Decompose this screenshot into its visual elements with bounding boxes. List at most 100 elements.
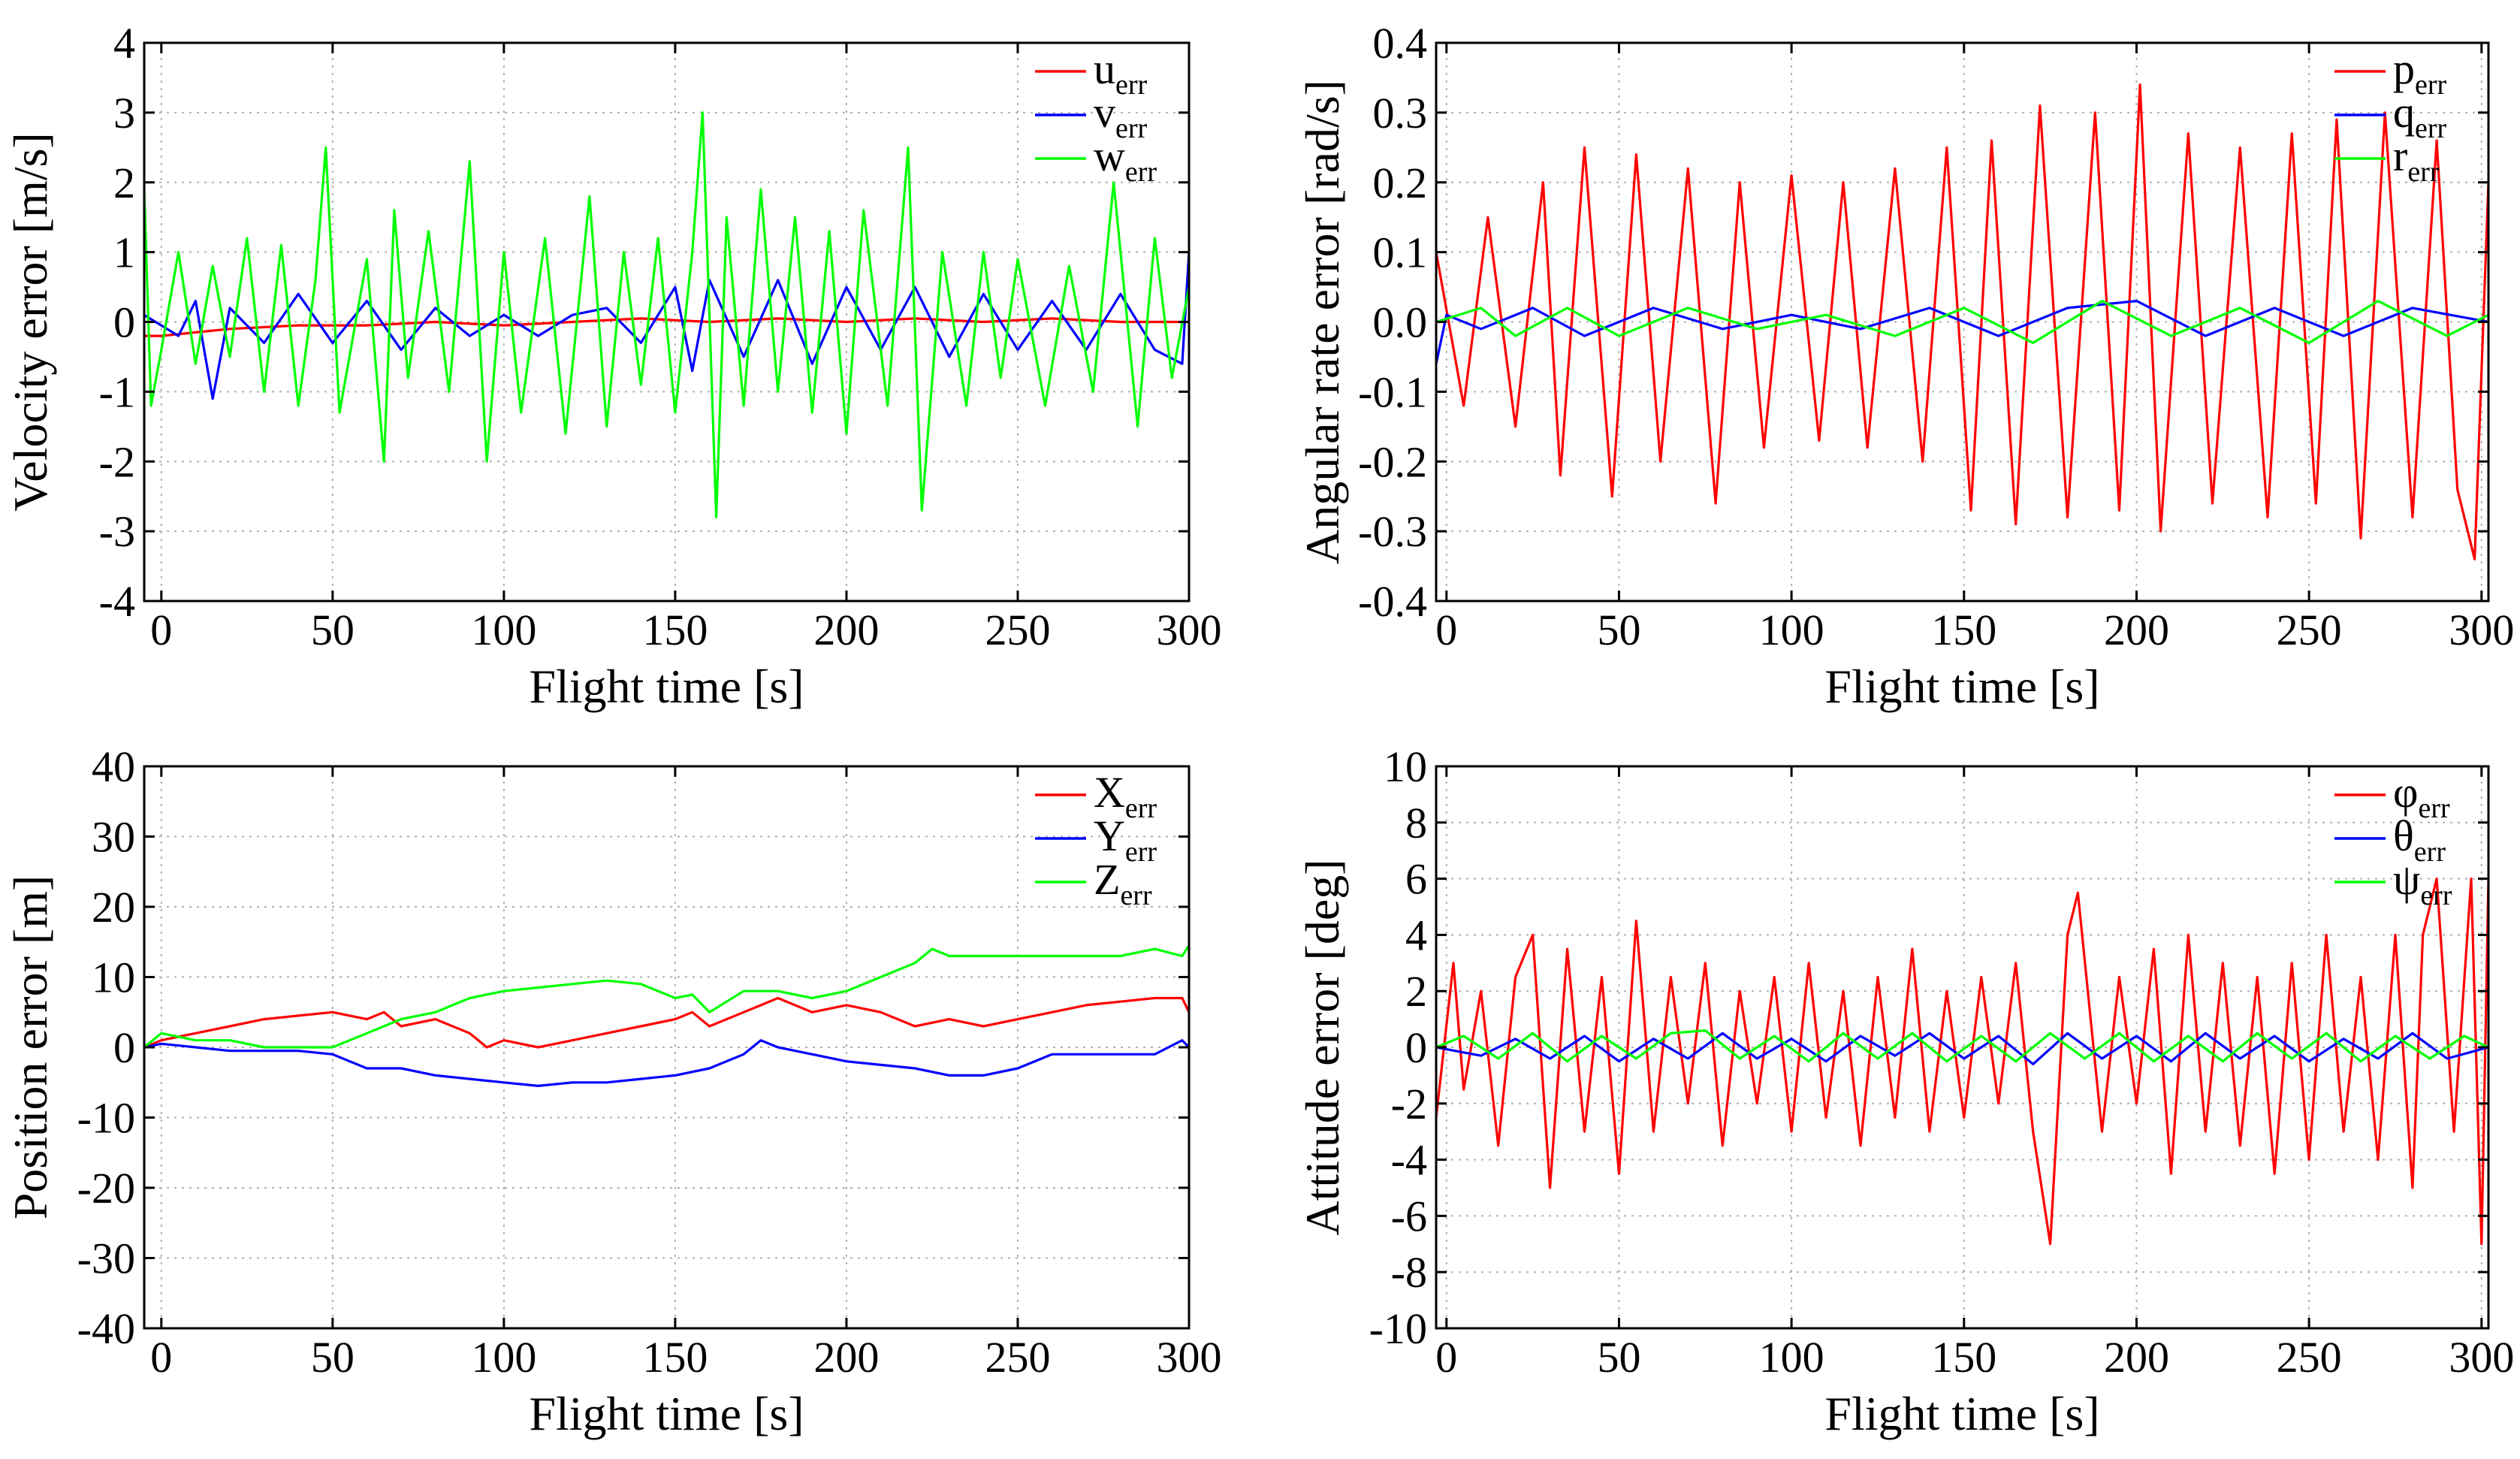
y-tick-label: 20: [92, 883, 135, 932]
y-tick-label: -0.4: [1358, 577, 1427, 626]
legend-subscript: err: [2414, 836, 2446, 868]
y-tick-label: 2: [113, 159, 135, 207]
legend-subscript: err: [1125, 156, 1157, 188]
y-tick-label: 0.3: [1373, 89, 1428, 137]
y-tick-label: 40: [92, 742, 135, 791]
legend-symbol: φ: [2393, 768, 2418, 817]
y-tick-label: -8: [1391, 1248, 1427, 1297]
x-tick-label: 0: [150, 606, 172, 654]
y-tick-label: 10: [1384, 742, 1427, 791]
x-tick-label: 250: [2277, 1333, 2342, 1382]
y-tick-label: 0.0: [1373, 298, 1428, 347]
legend-subscript: err: [1125, 793, 1157, 824]
y-tick-label: -2: [1391, 1080, 1427, 1128]
y-tick-label: 30: [92, 813, 135, 862]
y-tick-label: 0: [113, 1023, 135, 1072]
series-line-X: [144, 996, 1189, 1049]
x-tick-label: 250: [985, 1333, 1050, 1382]
y-tick-label: 10: [92, 953, 135, 1002]
y-tick-label: 1: [113, 228, 135, 277]
x-tick-label: 0: [1435, 1333, 1457, 1382]
legend-symbol: p: [2393, 44, 2415, 93]
x-axis-label: Flight time [s]: [1824, 660, 2099, 713]
y-axis-label: Attitude error [deg]: [1296, 859, 1349, 1235]
y-tick-label: 6: [1405, 855, 1427, 904]
y-tick-label: -6: [1391, 1192, 1427, 1240]
x-tick-label: 300: [1157, 606, 1222, 654]
legend-subscript: err: [1115, 113, 1148, 144]
y-tick-label: -30: [77, 1234, 135, 1283]
x-tick-label: 150: [642, 606, 708, 654]
series-line-v: [144, 252, 1189, 400]
x-tick-label: 50: [1597, 1333, 1640, 1382]
x-axis-label: Flight time [s]: [529, 1387, 804, 1440]
legend-entry-q: qerr: [2393, 88, 2447, 144]
legend-subscript: err: [2418, 793, 2450, 824]
y-tick-label: 2: [1405, 967, 1427, 1016]
x-tick-label: 300: [2449, 606, 2514, 654]
legend-entry-Z: Zerr: [1094, 855, 1152, 911]
y-tick-label: -10: [1369, 1304, 1427, 1353]
x-tick-label: 50: [311, 606, 355, 654]
legend-symbol: r: [2393, 131, 2407, 180]
legend-subscript: err: [2420, 880, 2452, 911]
legend-entry-Y: Yerr: [1094, 811, 1157, 868]
x-tick-label: 100: [471, 606, 536, 654]
x-tick-label: 200: [813, 606, 879, 654]
legend-entry-ψ: ψerr: [2393, 855, 2452, 911]
x-tick-label: 100: [471, 1333, 536, 1382]
series-line-w: [144, 111, 1189, 519]
legend-entry-r: rerr: [2393, 131, 2440, 188]
legend-subscript: err: [2415, 69, 2447, 101]
attitude-error-panel: 0 50 100 150 200 250 300 -10 -8 -6 -4 -2 0 2 4 6 8 10 Flig…: [1296, 742, 2514, 1440]
x-tick-label: 300: [2449, 1333, 2514, 1382]
series-line-q: [1436, 300, 2488, 364]
x-tick-label: 250: [2277, 606, 2342, 654]
legend-symbol: v: [1094, 88, 1115, 137]
y-tick-label: -2: [99, 437, 135, 486]
legend-symbol: ψ: [2393, 855, 2420, 904]
y-tick-label: -4: [99, 577, 135, 626]
x-tick-label: 0: [150, 1333, 172, 1382]
y-tick-label: -20: [77, 1164, 135, 1213]
legend-entry-X: Xerr: [1094, 768, 1157, 824]
x-tick-label: 50: [1597, 606, 1640, 654]
legend-subscript: err: [1120, 880, 1152, 911]
y-tick-label: -0.1: [1358, 367, 1427, 416]
y-axis-label: Position error [m]: [4, 875, 57, 1220]
y-tick-label: 0: [1405, 1023, 1427, 1072]
x-tick-label: 0: [1435, 606, 1457, 654]
series-line-p: [1436, 83, 2488, 560]
legend-subscript: err: [2415, 113, 2447, 144]
x-tick-label: 100: [1759, 606, 1824, 654]
legend-entry-φ: φerr: [2393, 768, 2450, 824]
position-error-panel: 0 50 100 150 200 250 300 -40 -30 -20 -10 0 10 20 30 40 F…: [4, 742, 1222, 1440]
y-tick-label: -40: [77, 1304, 135, 1353]
legend-symbol: Z: [1094, 855, 1120, 904]
y-tick-label: 0.4: [1373, 19, 1428, 68]
x-tick-label: 200: [2104, 1333, 2169, 1382]
y-tick-label: -0.3: [1358, 507, 1427, 556]
legend-symbol: q: [2393, 88, 2415, 137]
y-tick-label: 0: [113, 298, 135, 347]
legend-symbol: w: [1094, 131, 1125, 180]
legend-symbol: Y: [1094, 811, 1125, 860]
legend-symbol: u: [1094, 44, 1115, 93]
series-line-r: [1436, 300, 2488, 344]
legend-entry-u: uerr: [1094, 44, 1148, 101]
legend-entry-p: perr: [2393, 44, 2447, 101]
legend-subscript: err: [1125, 836, 1157, 868]
x-tick-label: 200: [813, 1333, 879, 1382]
series-line-ψ: [1436, 1029, 2488, 1063]
series-line-θ: [1436, 1032, 2488, 1066]
y-tick-label: 0.2: [1373, 159, 1428, 207]
y-tick-label: -3: [99, 507, 135, 556]
legend-subscript: err: [1115, 69, 1148, 101]
y-axis-label: Angular rate error [rad/s]: [1296, 80, 1349, 564]
series-line-Y: [144, 1039, 1189, 1088]
series-line-Z: [144, 944, 1189, 1049]
series-line-φ: [1436, 877, 2488, 1246]
y-axis-label: Velocity error [m/s]: [4, 132, 57, 512]
angular-rate-error-panel: 0 50 100 150 200 250 300 -0.4 -0.3 -0.2 -0.1 0.0 0.1…: [1296, 19, 2514, 713]
